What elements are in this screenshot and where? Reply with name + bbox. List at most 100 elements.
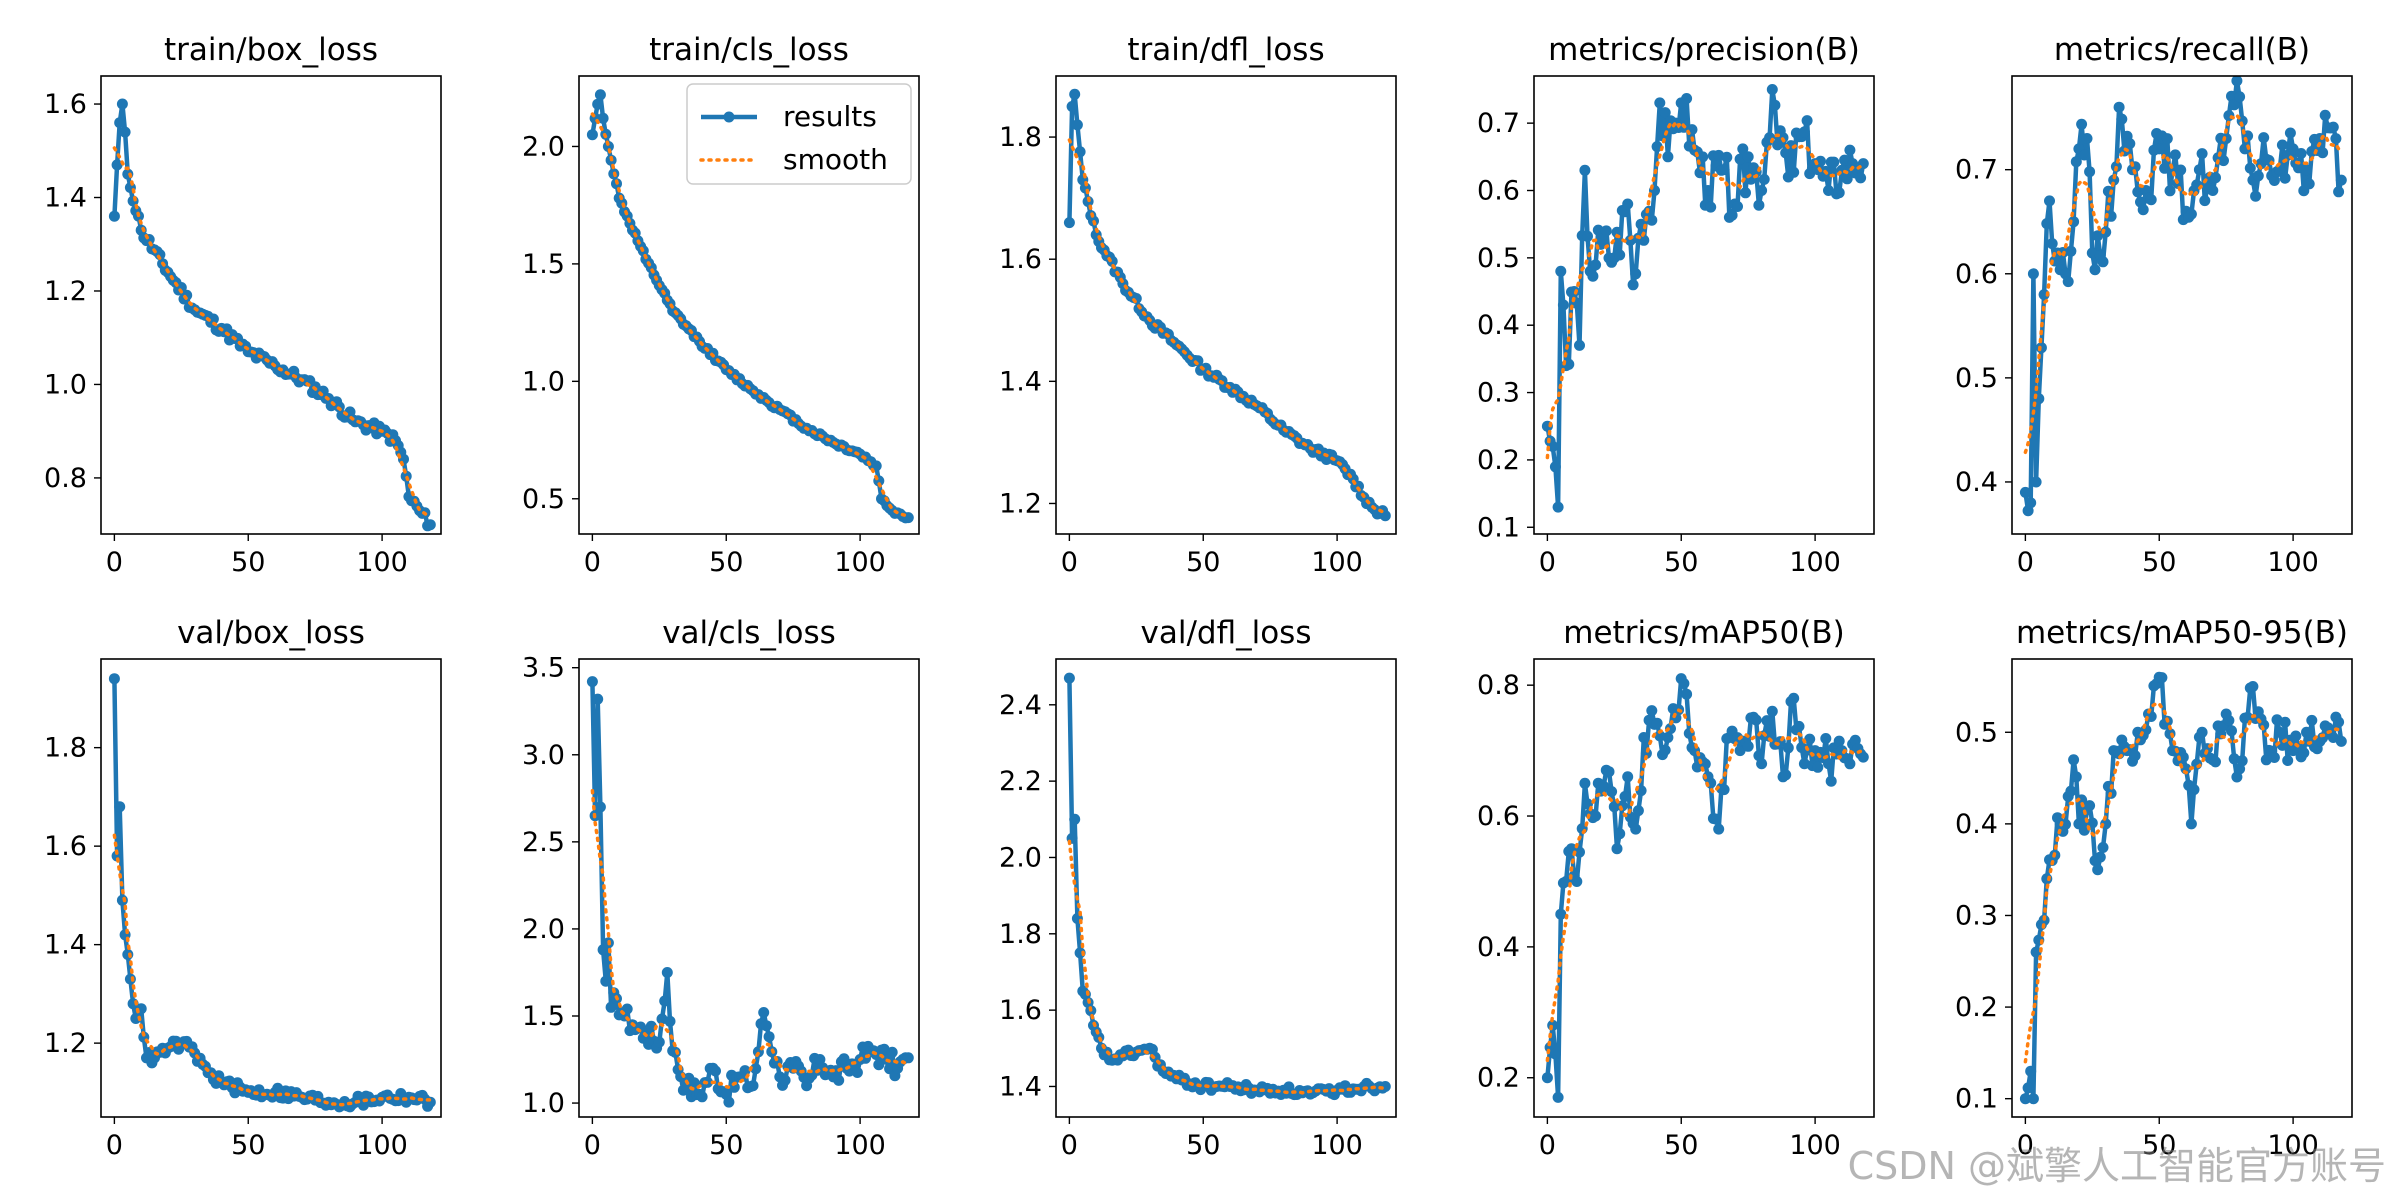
results-point — [2188, 784, 2200, 796]
results-point — [2210, 172, 2221, 184]
results-point — [1726, 209, 1738, 221]
results-point — [2226, 725, 2237, 737]
results-point — [661, 967, 673, 978]
results-point — [2335, 735, 2347, 747]
results-point — [1662, 732, 1674, 743]
results-point — [758, 1007, 770, 1018]
results-point — [2065, 245, 2077, 257]
plot-area — [586, 89, 914, 524]
axes-frame — [1055, 75, 1397, 535]
results-point — [1632, 805, 1644, 817]
smooth-series-line — [2023, 701, 2344, 1064]
results-point — [2084, 166, 2096, 178]
results-point — [1742, 151, 1754, 163]
results-point — [2185, 208, 2197, 220]
chart-title: train/cls_loss — [649, 32, 849, 68]
results-point — [1069, 88, 1081, 100]
results-point — [1823, 758, 1834, 770]
y-tick-label: 0.7 — [1477, 108, 1520, 139]
results-point — [2193, 164, 2205, 176]
results-point — [1855, 172, 1867, 184]
results-point — [1804, 733, 1816, 745]
y-tick-label: 1.0 — [44, 369, 87, 400]
results-point — [424, 1096, 436, 1108]
y-tick-label: 0.6 — [1477, 176, 1520, 207]
x-tick-label: 50 — [1664, 1130, 1698, 1161]
results-point — [122, 949, 134, 960]
results-point — [2218, 155, 2229, 167]
x-tick-label: 100 — [1789, 547, 1841, 578]
results-point — [111, 159, 123, 171]
results-point — [1718, 784, 1730, 796]
y-tick-label: 0.5 — [1955, 717, 1998, 748]
results-point — [1780, 769, 1792, 781]
y-tick-label: 0.3 — [1955, 900, 1998, 931]
results-point — [1630, 823, 1642, 835]
results-point — [1549, 461, 1561, 473]
results-point — [2108, 174, 2120, 186]
x-tick-label: 100 — [834, 1130, 886, 1161]
results-point — [2019, 486, 2031, 498]
results-point — [2290, 730, 2302, 742]
plot-area — [1063, 88, 1391, 522]
x-tick-label: 0 — [2017, 1130, 2034, 1161]
results-point — [1555, 908, 1567, 920]
y-tick-label: 1.0 — [522, 1088, 565, 1119]
axes-frame — [2011, 75, 2353, 535]
smooth-series-line — [590, 112, 911, 518]
results-point — [119, 126, 131, 138]
chart-title: val/cls_loss — [662, 615, 836, 651]
results-point — [2129, 750, 2141, 762]
results-point — [2116, 113, 2128, 125]
results-point — [1718, 164, 1730, 176]
results-point — [1555, 265, 1567, 277]
chart-panel: metrics/precision(B) 0 50 100 0.1 0.2 0.3 0.4 0.… — [1477, 32, 1875, 578]
y-tick-label: 1.4 — [999, 366, 1042, 397]
results-point — [2062, 276, 2074, 288]
results-point — [2156, 672, 2168, 684]
results-point — [2025, 1065, 2037, 1077]
results-point — [2084, 800, 2096, 812]
results-point — [2333, 716, 2345, 728]
results-point — [1619, 791, 1631, 802]
results-point — [1702, 185, 1714, 196]
results-point — [2030, 476, 2042, 488]
results-point — [1788, 692, 1800, 704]
results-point — [1756, 185, 1768, 196]
results-point — [2298, 747, 2310, 759]
legend-smooth-label: smooth — [783, 143, 888, 176]
plot-area — [2019, 76, 2347, 517]
axes-frame — [578, 75, 920, 535]
x-tick-label: 50 — [2142, 547, 2176, 578]
chart-panel: metrics/recall(B) 0 50 100 0.4 0.5 0.6 0.7 — [1955, 32, 2353, 578]
y-tick-label: 0.5 — [1477, 243, 1520, 274]
results-point — [1740, 187, 1751, 199]
legend-results-marker — [723, 111, 735, 123]
chart-title: metrics/precision(B) — [1548, 32, 1860, 68]
y-tick-label: 3.5 — [522, 653, 565, 684]
results-point — [1582, 230, 1593, 242]
results-point — [586, 129, 598, 141]
results-point — [2317, 147, 2329, 159]
plot-area — [1063, 672, 1391, 1101]
results-point — [1611, 226, 1623, 238]
smooth-series-line — [1545, 118, 1866, 460]
results-point — [2070, 771, 2082, 783]
y-tick-label: 0.6 — [1955, 259, 1998, 290]
chart-title: train/dfl_loss — [1127, 32, 1324, 68]
results-point — [2027, 268, 2039, 280]
plot-area — [2019, 671, 2347, 1105]
results-point — [1681, 688, 1693, 700]
results-point — [2228, 99, 2240, 111]
x-tick-label: 0 — [584, 547, 601, 578]
y-tick-label: 1.6 — [44, 831, 87, 862]
plot-area — [1541, 673, 1869, 1103]
y-tick-label: 1.8 — [999, 919, 1042, 950]
results-point — [2137, 204, 2149, 216]
x-tick-label: 50 — [231, 547, 265, 578]
results-point — [124, 973, 136, 985]
results-series-line — [1067, 92, 1388, 517]
results-point — [207, 313, 219, 325]
results-point — [605, 1001, 617, 1013]
y-tick-label: 0.1 — [1955, 1084, 1998, 1115]
